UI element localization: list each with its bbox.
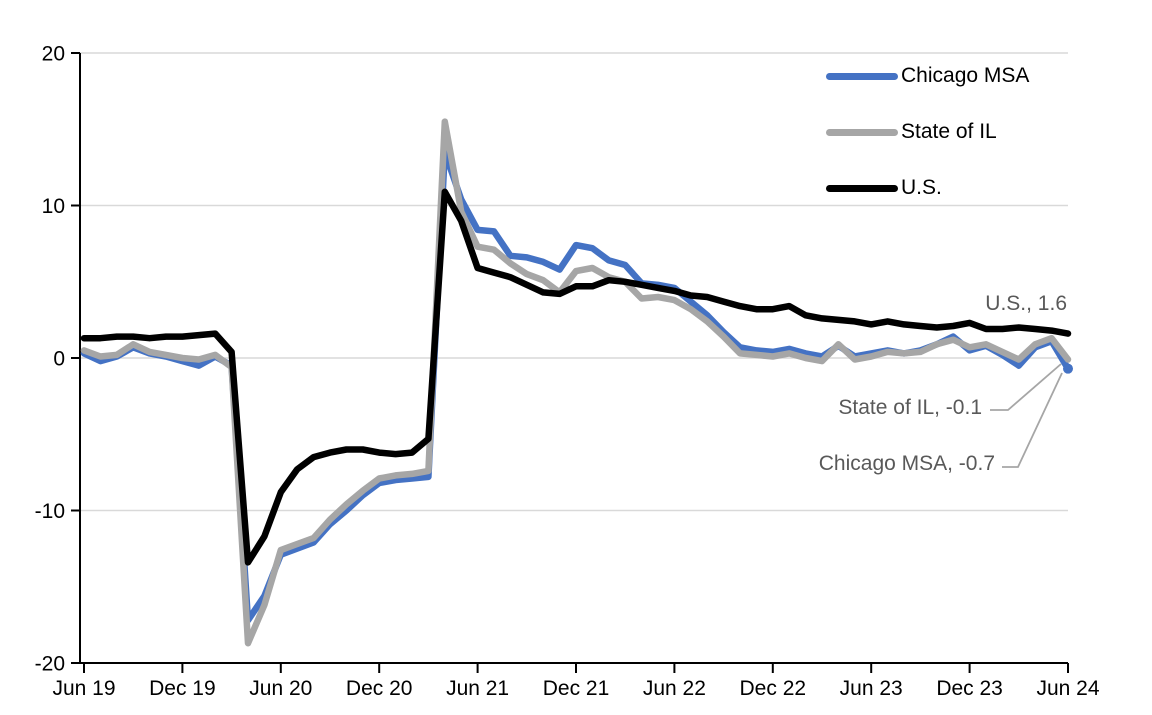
- x-axis-tick-label: Jun 23: [840, 677, 903, 700]
- x-axis-tick-label: Dec 23: [936, 677, 1003, 700]
- x-axis-tick-label: Dec 19: [149, 677, 216, 700]
- x-axis-tick-label: Dec 20: [346, 677, 413, 700]
- series-lines: [80, 118, 1073, 647]
- series-end-marker-chicago-msa: [1063, 363, 1073, 374]
- y-axis-tick-label: 0: [53, 348, 65, 371]
- annotation-leaders: [990, 363, 1063, 468]
- annotation-chicago-msa-value: Chicago MSA, -0.7: [818, 452, 995, 475]
- leader-line-state-of-il: [990, 363, 1062, 411]
- x-axis-tick-label: Jun 21: [446, 677, 509, 700]
- x-axis-tick-label: Jun 20: [249, 677, 312, 700]
- x-axis-tick-label: Jun 24: [1036, 677, 1099, 700]
- y-axis-tick-label: 20: [42, 43, 65, 66]
- y-axis-tick-label: -20: [35, 653, 65, 676]
- series-line-u-s: [80, 188, 1072, 566]
- series-line-state-of-il: [80, 118, 1072, 647]
- legend-label-us: U.S.: [901, 176, 942, 199]
- legend-label-state-of-il: State of IL: [901, 120, 997, 143]
- legend-item-us: U.S.: [826, 168, 1029, 208]
- legend-swatch-chicago-msa: [826, 72, 898, 80]
- x-axis-tick-label: Dec 21: [543, 677, 610, 700]
- y-axis-tick-label: 10: [42, 195, 65, 218]
- legend-label-chicago-msa: Chicago MSA: [901, 64, 1030, 87]
- legend-item-chicago-msa: Chicago MSA: [826, 56, 1029, 96]
- annotation-us-value: U.S., 1.6: [985, 292, 1067, 315]
- x-axis-tick-label: Jun 19: [52, 677, 115, 700]
- x-axis-tick-label: Dec 22: [740, 677, 807, 700]
- legend-item-state-of-il: State of IL: [826, 112, 1029, 152]
- legend: Chicago MSA State of IL U.S.: [826, 56, 1029, 208]
- leader-line-chicago-msa: [1002, 372, 1063, 468]
- y-axis-tick-label: -10: [35, 500, 65, 523]
- x-axis-tick-label: Jun 22: [643, 677, 706, 700]
- legend-swatch-us: [826, 184, 898, 192]
- legend-swatch-state-of-il: [826, 128, 898, 136]
- annotation-state-of-il-value: State of IL, -0.1: [838, 396, 982, 419]
